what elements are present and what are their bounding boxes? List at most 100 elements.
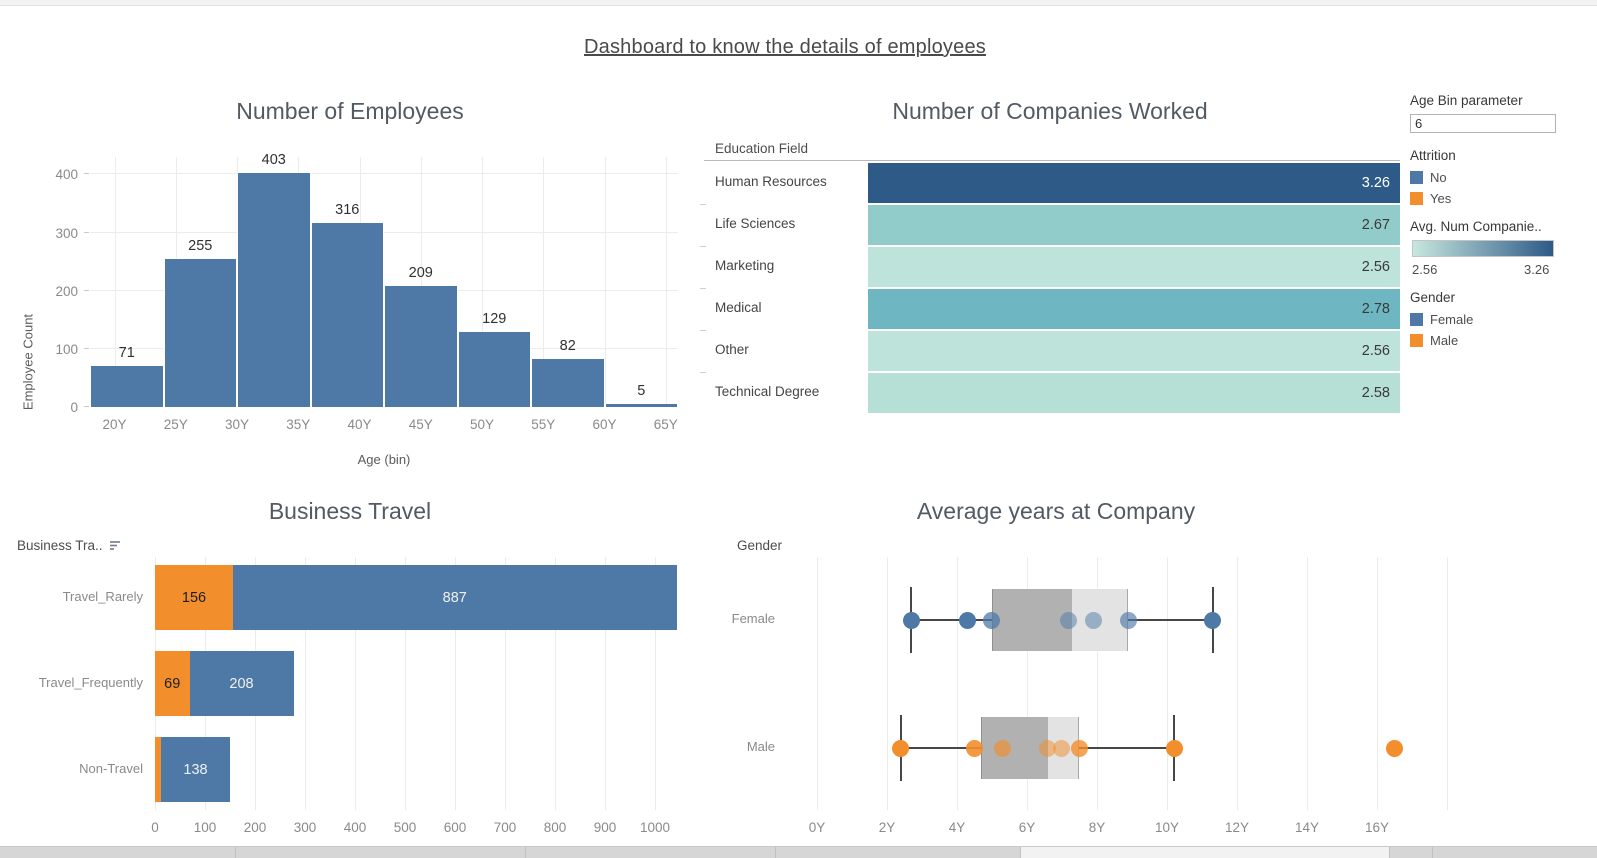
heat-bar[interactable]: 2.56 (868, 331, 1400, 371)
x-tick-label: 500 (393, 820, 417, 835)
data-point[interactable] (1084, 611, 1102, 629)
age-bin-parameter-input[interactable] (1410, 114, 1556, 133)
scrollbar-thumb[interactable] (1020, 847, 1390, 858)
x-tick-label: 900 (593, 820, 617, 835)
bar-value-label: 5 (637, 383, 646, 400)
grid-line-vertical (604, 157, 606, 407)
stacked-bar-segment-no[interactable]: 887 (233, 565, 677, 630)
histogram-bar[interactable] (457, 332, 531, 407)
x-tick-label: 700 (493, 820, 517, 835)
data-point[interactable] (1070, 739, 1088, 757)
grid-line-vertical (1237, 557, 1239, 810)
x-tick-label: 10Y (1154, 820, 1180, 835)
grid-line-vertical (1026, 557, 1028, 810)
chart-business-travel: Business Travel Business Tra.. 0 100 200 30… (0, 480, 700, 858)
histogram-plot-area: 20Y 25Y 30Y 35Y 40Y 45Y 50Y 55Y 60Y 65Y 0 100 200 300… (55, 152, 678, 432)
gender-male-swatch (1410, 333, 1423, 347)
data-point[interactable] (1165, 739, 1183, 757)
heat-bar[interactable]: 2.67 (868, 205, 1400, 245)
color-gradient-bar[interactable] (1412, 240, 1554, 257)
row-header-sortable[interactable]: Business Tra.. (17, 538, 122, 554)
stacked-bar-segment-yes[interactable]: 69 (155, 651, 190, 716)
legend-item-gender-male[interactable]: Male (1410, 332, 1458, 348)
stacked-bar-segment-no[interactable]: 208 (189, 651, 294, 716)
histogram-bar[interactable] (384, 285, 458, 407)
data-point[interactable] (892, 739, 910, 757)
histogram-bar[interactable] (310, 223, 384, 407)
row-boundary-tick (700, 288, 706, 289)
row-boundary-tick (700, 372, 706, 373)
histogram-bar[interactable] (90, 365, 164, 407)
box-lower-half[interactable] (991, 589, 1073, 651)
data-point[interactable] (958, 611, 976, 629)
legend-item-attrition-no[interactable]: No (1410, 169, 1447, 185)
row-boundary-tick (700, 204, 706, 205)
box-lower-half[interactable] (981, 717, 1048, 779)
heat-bar[interactable]: 2.56 (868, 247, 1400, 287)
heat-bar[interactable]: 3.26 (868, 163, 1400, 203)
boxplot-plot-area: 0Y 2Y 4Y 6Y 8Y 10Y 12Y 14Y 16Y Female Male (732, 557, 1460, 835)
scrollbar-divider (1432, 847, 1433, 858)
heat-bar[interactable]: 2.58 (868, 373, 1400, 413)
grid-line-vertical (1377, 557, 1379, 810)
bar-value-label: 82 (559, 338, 576, 355)
segment-value-label: 138 (183, 761, 208, 778)
x-tick-label: 55Y (531, 417, 556, 432)
heat-bar-value-label: 2.56 (1361, 259, 1390, 275)
data-point[interactable] (902, 611, 920, 629)
y-axis-title: Employee Count (20, 313, 36, 411)
stacked-bar-segment-yes[interactable]: 156 (155, 565, 233, 630)
grid-line-vertical (605, 557, 606, 810)
data-point[interactable] (1039, 739, 1057, 757)
gradient-min-label: 2.56 (1412, 262, 1438, 277)
legend-label: Female (1430, 311, 1474, 327)
data-point[interactable] (1120, 611, 1137, 629)
education-field-label: Life Sciences (715, 216, 796, 231)
histogram-bar[interactable] (163, 258, 237, 407)
histogram-bar[interactable] (604, 404, 678, 407)
histogram-bar[interactable] (237, 172, 311, 407)
grid-line-vertical (505, 557, 506, 810)
x-tick-label: 600 (443, 820, 467, 835)
histogram-bar[interactable] (531, 359, 605, 407)
legend-item-attrition-yes[interactable]: Yes (1410, 190, 1451, 206)
category-label: Travel_Rarely (62, 589, 143, 604)
chart-average-years-at-company: Average years at Company Gender 0Y 2Y 4Y 6Y… (700, 480, 1597, 858)
x-tick-label: 6Y (1018, 820, 1036, 835)
legend-item-gender-female[interactable]: Female (1410, 311, 1473, 327)
scrollbar-divider (235, 847, 236, 858)
bar-value-label: 403 (261, 151, 286, 168)
x-tick-label: 16Y (1365, 820, 1390, 835)
stacked-bar-segment-no[interactable]: 138 (161, 737, 230, 802)
x-tick-label: 0 (151, 820, 159, 835)
bar-value-label: 209 (408, 264, 433, 281)
education-field-label: Marketing (715, 258, 775, 273)
grid-line-vertical (655, 557, 656, 810)
education-field-label: Human Resources (715, 174, 827, 189)
y-tick-label: 400 (55, 167, 78, 183)
heat-bar-value-label: 2.78 (1361, 301, 1390, 317)
data-point[interactable] (1386, 739, 1404, 757)
legend-label: Male (1430, 332, 1459, 348)
data-point[interactable] (983, 611, 1001, 629)
sort-descending-icon[interactable] (109, 539, 122, 554)
chart-number-of-companies-worked: Number of Companies Worked Education Fie… (700, 80, 1400, 480)
bar-value-label: 71 (118, 344, 135, 361)
heat-rows-area: Human Resources 3.26 Life Sciences 2.67 Mark… (700, 162, 1400, 414)
heat-bar[interactable]: 2.78 (868, 289, 1400, 329)
grid-line-vertical (1447, 557, 1449, 810)
horizontal-scrollbar[interactable] (0, 846, 1597, 858)
grid-line-vertical (114, 157, 116, 407)
data-point[interactable] (965, 739, 983, 757)
data-point[interactable] (1053, 739, 1071, 757)
data-point[interactable] (993, 739, 1011, 757)
x-tick-label: 2Y (878, 820, 896, 835)
x-tick-label: 25Y (163, 417, 188, 432)
grid-line-vertical (1096, 557, 1098, 810)
data-point[interactable] (1204, 611, 1221, 629)
legend-label: No (1430, 169, 1447, 185)
segment-value-label: 208 (229, 675, 254, 692)
education-field-label: Other (715, 342, 749, 357)
stacked-bar-segment-yes[interactable] (155, 737, 161, 802)
data-point[interactable] (1060, 611, 1078, 629)
